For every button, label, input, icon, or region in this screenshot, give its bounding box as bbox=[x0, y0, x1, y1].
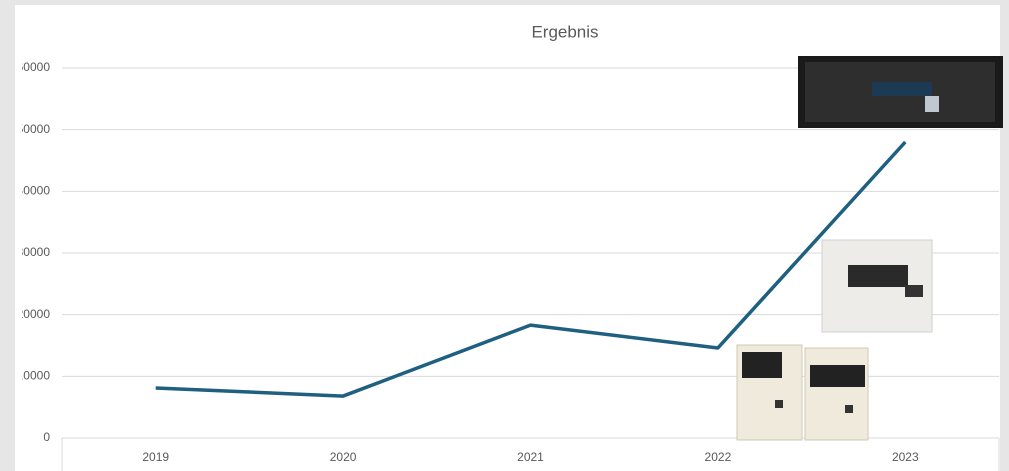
printer-image bbox=[798, 56, 1003, 128]
y-tick-label: 0 bbox=[43, 430, 50, 444]
chart-title: Ergebnis bbox=[531, 22, 598, 41]
chart: Ergebnis 0100002000030000400005000060000… bbox=[0, 0, 1009, 471]
x-tick-label: 2022 bbox=[705, 450, 732, 464]
x-tick-label: 2020 bbox=[330, 450, 357, 464]
x-tick-label: 2019 bbox=[142, 450, 169, 464]
printer-image bbox=[822, 240, 932, 332]
page: Ergebnis 0100002000030000400005000060000… bbox=[0, 0, 1009, 471]
x-tick-label: 2023 bbox=[892, 450, 919, 464]
printer-image bbox=[737, 345, 868, 440]
x-tick-label: 2021 bbox=[517, 450, 544, 464]
